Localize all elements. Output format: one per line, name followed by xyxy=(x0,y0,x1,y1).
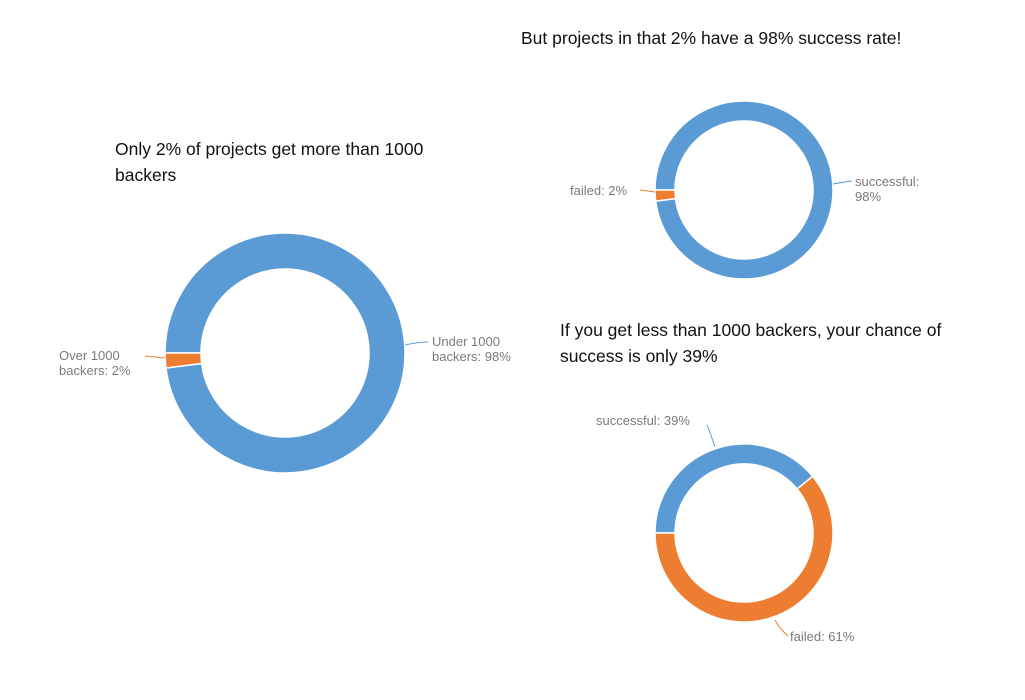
donut-1-leader-line-2 xyxy=(144,355,166,359)
donut-2-leader-line-1 xyxy=(832,180,853,185)
slice-label-over-1000: Over 1000 backers: 2% xyxy=(59,348,131,378)
slice-label-successful-98: successful: 98% xyxy=(855,174,920,204)
donut-3-slice-1 xyxy=(654,443,814,534)
donut-2-leader-line-2 xyxy=(639,189,656,193)
donut-3-leader-line-1 xyxy=(706,424,716,448)
slice-label-failed-61: failed: 61% xyxy=(790,629,855,644)
chart-title-3: If you get less than 1000 backers, your … xyxy=(560,320,942,366)
slice-label-under-1000: Under 1000 backers: 98% xyxy=(432,334,511,364)
donut-3-slice-2 xyxy=(654,475,834,623)
chart-title-2: But projects in that 2% have a 98% succe… xyxy=(521,28,902,48)
slice-label-failed-2: failed: 2% xyxy=(570,183,628,198)
donut-3-leader-line-2 xyxy=(774,619,789,637)
donut-1-slice-1 xyxy=(164,232,406,474)
donut-1-leader-line-1 xyxy=(404,341,429,346)
donut-1-slice-2 xyxy=(164,352,203,369)
chart-title-1: Only 2% of projects get more than 1000 b… xyxy=(115,139,424,185)
donut-2-slice-2 xyxy=(654,189,677,202)
donut-2-slice-1 xyxy=(654,100,834,280)
slice-label-successful-39: successful: 39% xyxy=(596,413,690,428)
